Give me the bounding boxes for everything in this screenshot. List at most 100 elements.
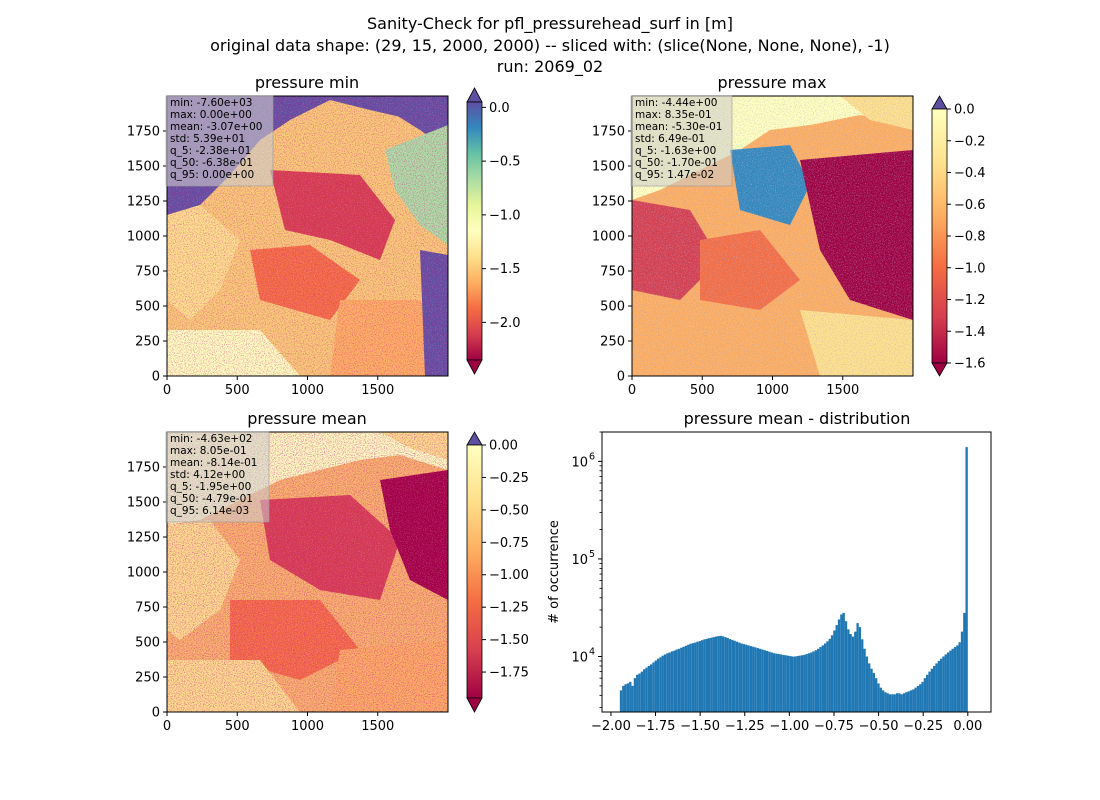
stat-line: q_95: 0.00e+00	[170, 169, 254, 181]
histogram-bar	[721, 636, 725, 712]
stat-line: q_5: -2.38e+01	[170, 145, 251, 157]
histogram-bar	[833, 630, 836, 712]
histogram-bar	[636, 674, 639, 712]
histogram-bar	[840, 614, 843, 712]
colorbar: 0.0 −0.5 −1.0 −1.5 −2.0	[466, 87, 521, 375]
histogram-bar	[963, 612, 966, 712]
histogram-bar	[765, 650, 769, 712]
colorbar-extend-bottom	[466, 359, 483, 375]
stat-line: mean: -8.14e-01	[170, 457, 257, 469]
colorbar-extend-bottom	[466, 697, 483, 713]
histogram-bar	[740, 643, 743, 712]
histogram-bar	[821, 645, 824, 712]
histogram-bar	[673, 650, 676, 712]
histogram-bar	[696, 641, 699, 712]
histogram-bar	[856, 623, 859, 712]
histogram-bar	[895, 693, 899, 712]
histogram-bar	[886, 693, 889, 712]
histogram-bar	[659, 657, 662, 712]
histogram-bar	[714, 636, 718, 712]
histogram-bar	[854, 631, 857, 712]
y-tick-label: 250	[135, 671, 160, 686]
y-tick-label: 1500	[127, 496, 160, 511]
histogram-bar	[749, 646, 753, 712]
histogram-bar	[879, 687, 882, 712]
histogram-bar	[666, 653, 669, 712]
histogram-bar	[684, 645, 688, 712]
stat-line: max: 8.35e-01	[635, 109, 712, 121]
stat-line: std: 4.12e+00	[170, 469, 245, 481]
histogram-bar	[796, 656, 799, 712]
histogram-bar	[650, 664, 653, 712]
histogram-bar	[754, 647, 757, 712]
histogram-bar	[707, 638, 711, 712]
x-tick-label: 0	[163, 383, 171, 398]
histogram-bar	[916, 685, 920, 712]
y-tick-label: 1750	[592, 125, 625, 140]
colorbar-tick-label: −1.2	[954, 293, 986, 308]
x-tick-label: −0.25	[903, 719, 943, 734]
histogram-bar	[877, 683, 880, 712]
histogram-bar	[851, 636, 855, 712]
y-tick-label: 0	[152, 370, 160, 385]
histogram-bar	[624, 684, 627, 712]
colorbar-tick-label: 0.0	[954, 103, 975, 118]
x-tick-label: −1.00	[769, 719, 809, 734]
histogram-bar	[810, 652, 813, 712]
stats-box: min: -4.44e+00 max: 8.35e-01 mean: -5.30…	[630, 95, 733, 187]
x-tick-label: 1000	[291, 719, 324, 734]
histogram-bar	[926, 674, 929, 712]
colorbar-tick-label: −1.25	[489, 601, 529, 616]
histogram-bar	[870, 668, 873, 712]
colorbar-tick-label: −0.5	[489, 155, 521, 170]
histogram-bar	[772, 653, 776, 712]
histogram-bar	[770, 652, 773, 712]
histogram-bar	[798, 655, 801, 712]
y-tick-label: 1750	[127, 461, 160, 476]
stat-line: q_50: -1.70e-01	[635, 157, 718, 169]
histogram-bar	[933, 665, 936, 712]
histogram-bar	[763, 650, 766, 712]
x-tick-label: −1.25	[725, 719, 765, 734]
histogram-bar	[893, 694, 896, 712]
histogram-bar	[668, 652, 671, 712]
histogram-bar	[960, 631, 964, 712]
histogram-bar	[881, 690, 885, 712]
histogram-bar	[949, 650, 952, 712]
histogram-bar	[689, 643, 692, 712]
y-tick-label: 1500	[592, 160, 625, 175]
colorbar-tick-label: −1.5	[489, 262, 521, 277]
histogram-bar	[742, 644, 746, 712]
stat-line: mean: -5.30e-01	[635, 121, 722, 133]
y-tick-label: 500	[600, 300, 625, 315]
x-tick-label: −0.50	[859, 719, 899, 734]
histogram-bar	[728, 639, 732, 712]
histogram-bar	[687, 644, 690, 712]
colorbar-tick-label: −1.6	[954, 357, 986, 372]
stat-line: q_95: 6.14e-03	[170, 505, 249, 517]
histogram-bar	[631, 685, 634, 712]
x-tick-label: 500	[690, 383, 715, 398]
histogram-bar	[719, 635, 722, 712]
histogram-bar	[691, 643, 695, 712]
histogram-bar	[944, 654, 947, 712]
histogram-bar	[830, 635, 834, 712]
histogram-bar	[875, 678, 878, 712]
histogram-bar	[759, 648, 762, 712]
histogram-bar	[919, 684, 922, 712]
colorbar-tick-label: −1.0	[954, 261, 986, 276]
histogram-bar	[703, 639, 706, 712]
x-tick-label: 0	[628, 383, 636, 398]
histogram-bar	[768, 651, 771, 712]
histogram-bar	[805, 654, 808, 712]
histogram-bar	[823, 643, 827, 712]
stat-line: std: 6.49e-01	[635, 133, 705, 145]
histogram-bar	[779, 654, 783, 712]
colorbar-tick-label: −0.2	[954, 134, 986, 149]
histogram-bar	[905, 692, 908, 712]
y-tick-label: 1250	[127, 531, 160, 546]
histogram-bar	[956, 645, 959, 712]
histogram-bar	[782, 654, 785, 712]
histogram-bar	[946, 652, 950, 712]
